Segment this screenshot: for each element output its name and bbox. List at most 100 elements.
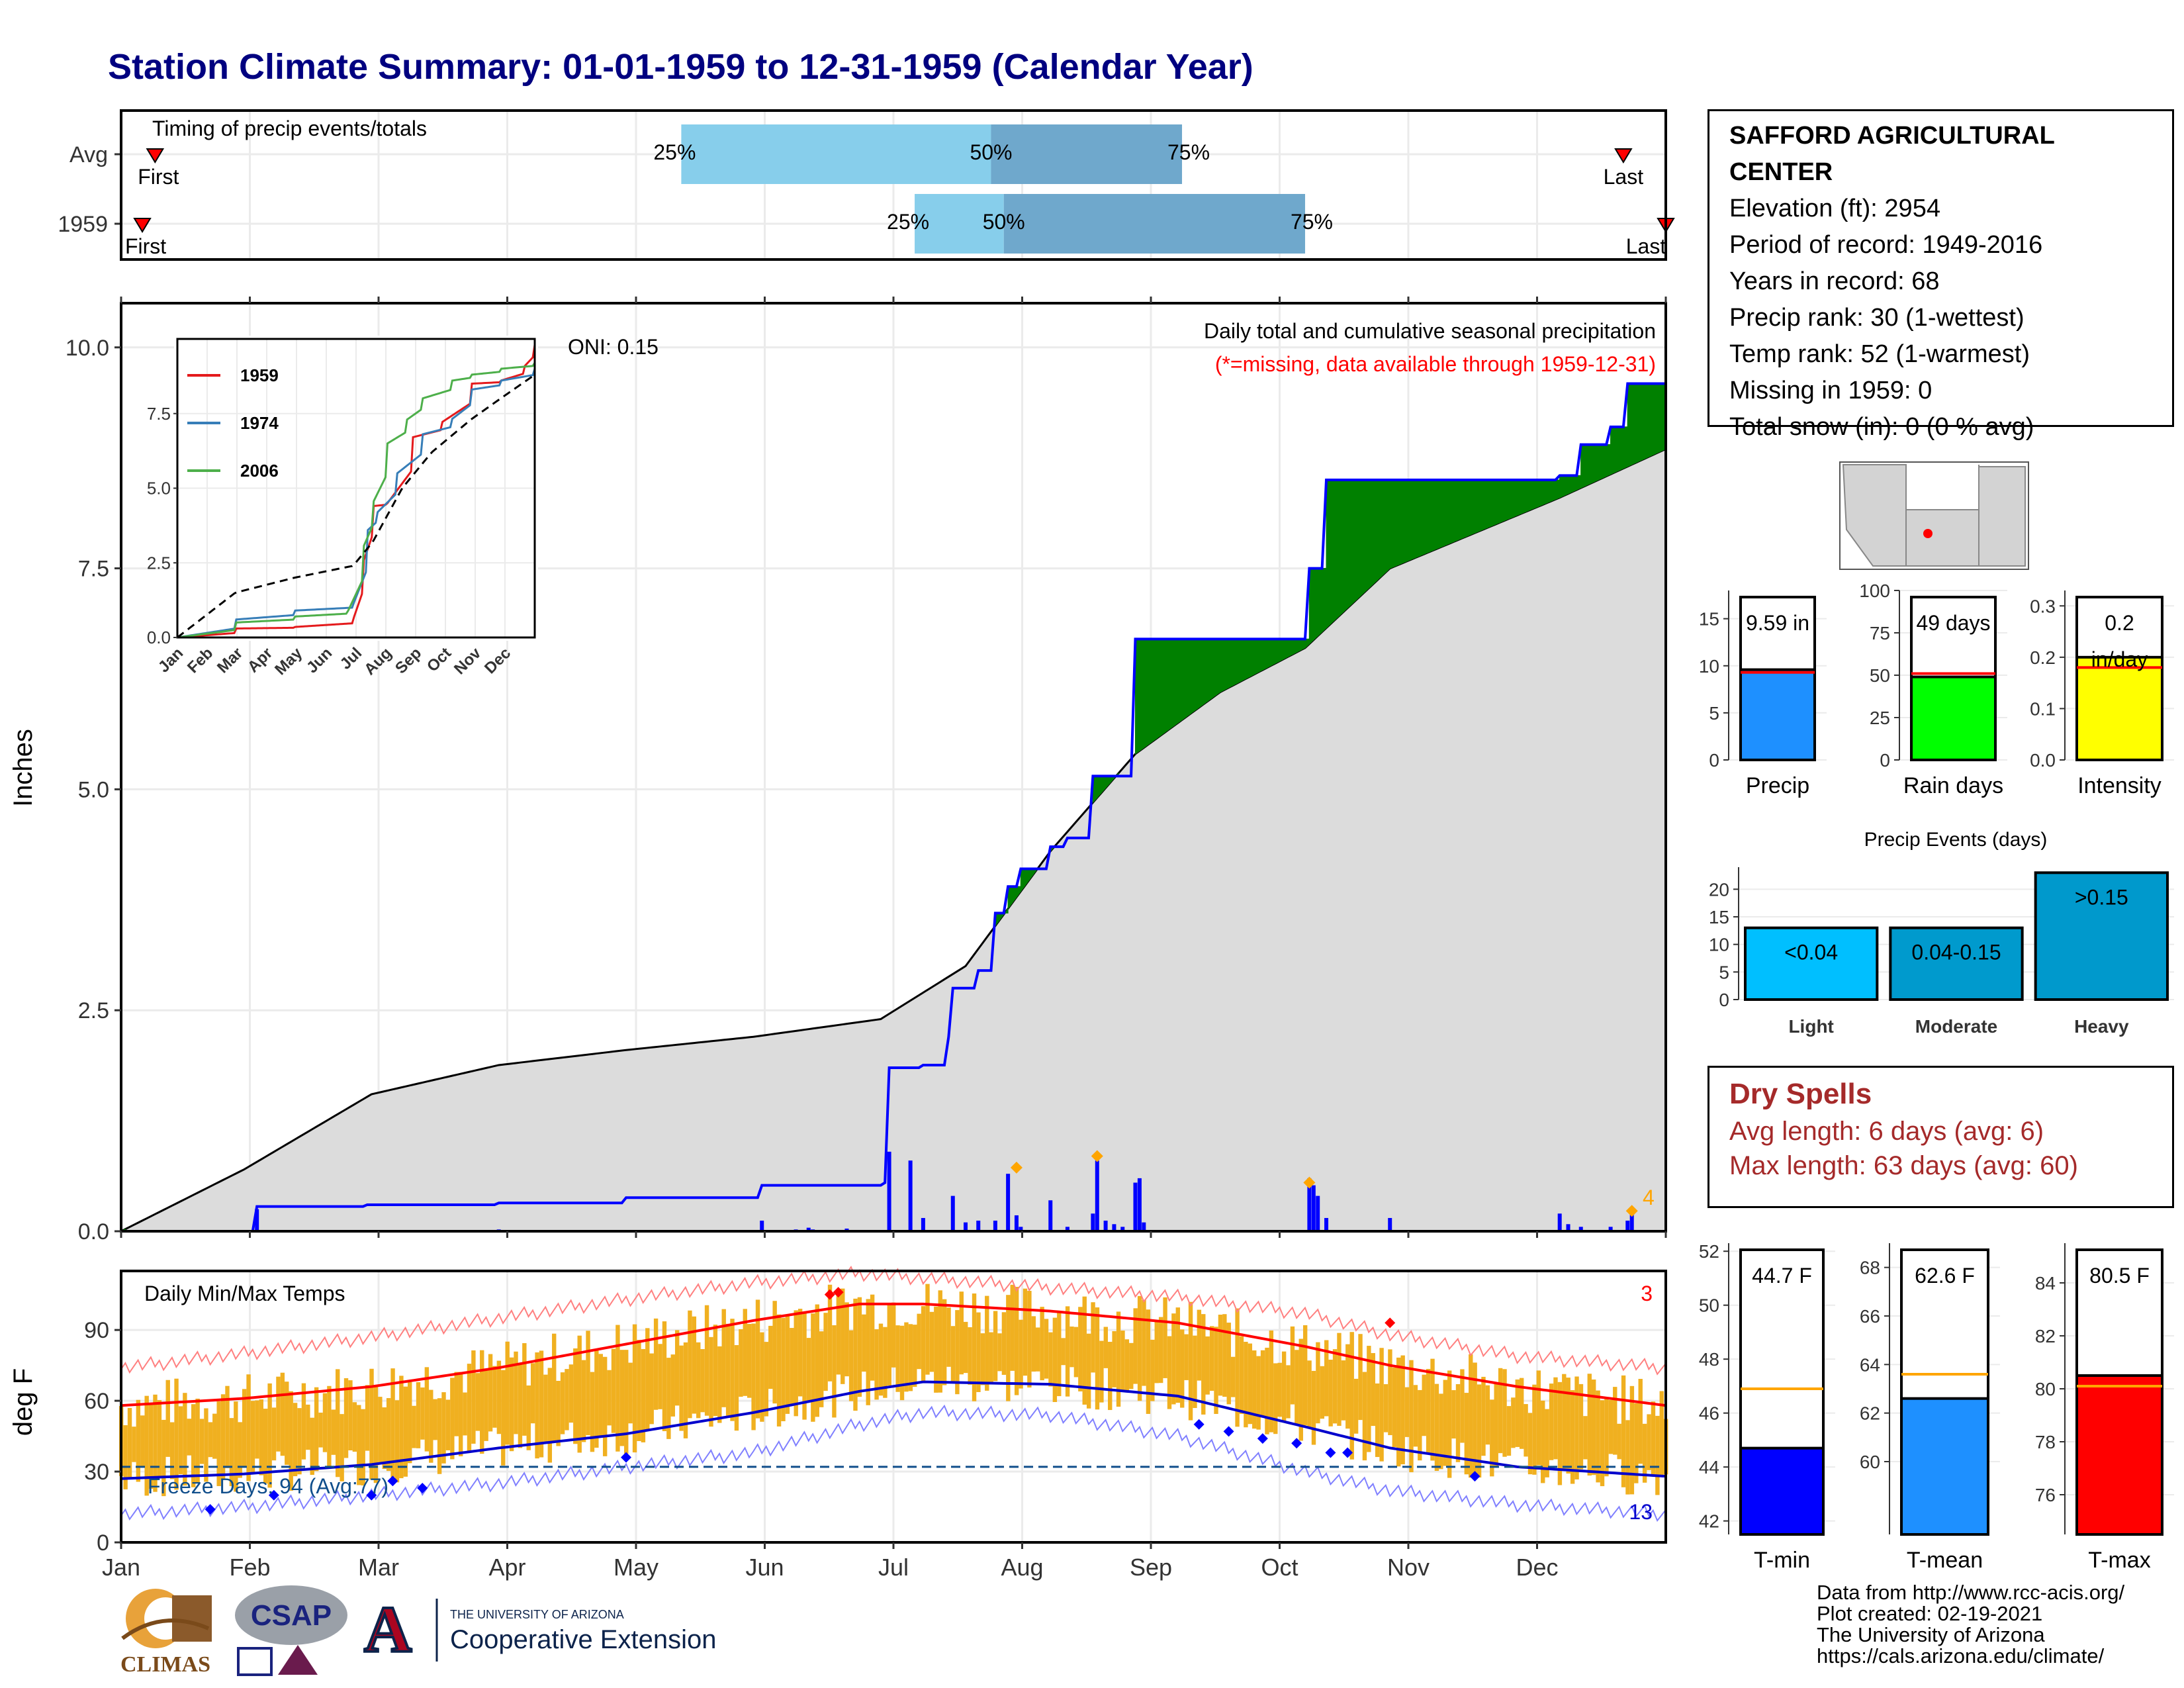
- daily-temp-bar: [1316, 1342, 1320, 1424]
- station-years: Years in record: 68: [1729, 267, 1940, 295]
- precip-surplus-segment: [1296, 638, 1302, 653]
- daily-temp-bar: [178, 1406, 183, 1475]
- inset-ytick-label: 7.5: [147, 404, 171, 424]
- daily-precip-bar: [1311, 1185, 1316, 1231]
- daily-temp-bar: [1265, 1347, 1269, 1434]
- svg-text:A: A: [364, 1593, 412, 1666]
- small-bar-category: T-mean: [1907, 1548, 1983, 1573]
- daily-temp-bar: [535, 1352, 539, 1459]
- daily-precip-bar: [993, 1220, 997, 1231]
- daily-temp-bar: [1651, 1401, 1656, 1476]
- small-bar-ytick-label: 10: [1699, 656, 1719, 677]
- small-bar-ytick-label: 0.2: [2030, 647, 2056, 668]
- daily-temp-bar: [263, 1409, 268, 1484]
- timing-bar-q50-q75: [1003, 194, 1305, 254]
- daily-temp-bar: [844, 1302, 849, 1377]
- daily-temp-bar: [242, 1389, 247, 1468]
- daily-temp-bar: [183, 1393, 187, 1486]
- daily-temp-bar: [1345, 1344, 1350, 1429]
- daily-temp-bar: [373, 1386, 379, 1483]
- daily-temp-bar: [598, 1354, 603, 1436]
- precip-surplus-segment: [1206, 638, 1212, 702]
- record-low-marker: [621, 1452, 632, 1463]
- precip-surplus-segment: [1287, 638, 1293, 657]
- precip-count-label: 4: [1643, 1186, 1655, 1209]
- daily-temp-bar: [471, 1350, 476, 1444]
- daily-temp-bar: [1307, 1360, 1312, 1429]
- daily-temp-bar: [416, 1382, 421, 1448]
- daily-temp-bar: [1052, 1317, 1058, 1403]
- timing-last-label: Last: [1626, 234, 1666, 258]
- daily-temp-bar: [556, 1380, 561, 1446]
- daily-temp-bar: [913, 1325, 917, 1387]
- daily-temp-bar: [743, 1309, 747, 1396]
- daily-temp-bar: [378, 1397, 383, 1464]
- daily-temp-bar: [1358, 1334, 1363, 1421]
- daily-temp-bar: [1434, 1383, 1439, 1472]
- daily-temp-bar: [1277, 1362, 1282, 1417]
- daily-temp-bar: [1001, 1312, 1007, 1375]
- station-period: Period of record: 1949-2016: [1729, 231, 2043, 259]
- daily-precip-bar: [1065, 1227, 1069, 1231]
- daily-temp-bar: [1566, 1378, 1570, 1474]
- precip-surplus-segment: [1275, 638, 1280, 664]
- daily-temp-bar: [573, 1348, 578, 1444]
- daily-temp-bar: [212, 1413, 217, 1459]
- precip-surplus-segment: [1347, 479, 1353, 609]
- precip-surplus-segment: [1377, 479, 1382, 581]
- daily-temp-bar: [1014, 1286, 1019, 1395]
- daily-temp-bar: [1222, 1314, 1227, 1397]
- record-low-marker: [1223, 1426, 1234, 1437]
- daily-temp-bar: [306, 1404, 310, 1450]
- daily-temp-bar: [802, 1313, 807, 1420]
- daily-temp-bar: [1188, 1301, 1193, 1421]
- daily-temp-bar: [1392, 1367, 1397, 1448]
- precip-surplus-segment: [1445, 479, 1450, 546]
- daily-temp-bar: [1112, 1331, 1116, 1387]
- small-bar-ytick-label: 78: [2035, 1432, 2056, 1452]
- precip-surplus-segment: [1559, 475, 1565, 498]
- record-low-marker: [1325, 1447, 1336, 1458]
- daily-temp-bar: [390, 1368, 395, 1477]
- record-low-marker: [366, 1489, 377, 1501]
- daily-temp-bar: [658, 1344, 662, 1409]
- small-bar-value: [1910, 675, 1997, 761]
- small-bar-ytick-label: 52: [1699, 1241, 1719, 1262]
- precip-surplus-segment: [1589, 444, 1594, 485]
- small-bar-label2: in/day: [2091, 647, 2148, 671]
- daily-temp-bar: [934, 1306, 938, 1393]
- daily-temp-bar: [586, 1331, 590, 1436]
- precip-surplus-segment: [1508, 479, 1514, 520]
- daily-temp-bar: [581, 1360, 586, 1442]
- daily-temp-bar: [1621, 1375, 1626, 1487]
- daily-temp-bar: [352, 1402, 357, 1452]
- inset-ytick-label: 0.0: [147, 628, 171, 647]
- daily-temp-bar: [1235, 1308, 1240, 1427]
- small-bar-value: [1900, 1397, 1989, 1536]
- daily-temp-bar: [123, 1425, 128, 1489]
- precip-surplus-segment: [1657, 383, 1662, 453]
- daily-temp-bar: [1367, 1346, 1371, 1452]
- precip-surplus-segment: [1551, 479, 1556, 502]
- daily-temp-bar: [666, 1358, 671, 1439]
- daily-temp-bar: [1201, 1314, 1206, 1415]
- daily-temp-bar: [1010, 1284, 1015, 1371]
- daily-temp-bar: [496, 1360, 502, 1434]
- daily-temp-bar: [1023, 1288, 1028, 1376]
- daily-temp-bar: [1320, 1366, 1325, 1419]
- daily-temp-bar: [899, 1325, 905, 1401]
- station-temp-rank: Temp rank: 52 (1-warmest): [1729, 340, 2030, 368]
- daily-temp-bar: [1137, 1295, 1142, 1401]
- small-bar-ytick-label: 64: [1860, 1354, 1880, 1375]
- daily-temp-bar: [972, 1293, 977, 1401]
- daily-precip-bar: [1307, 1178, 1312, 1231]
- daily-temp-bar: [1239, 1336, 1244, 1414]
- small-bar-value: [1739, 1446, 1825, 1536]
- precip-surplus-segment: [1618, 426, 1624, 471]
- events-bar-label: >0.15: [2075, 885, 2128, 909]
- daily-temp-bar: [1154, 1321, 1159, 1383]
- precip-surplus-segment: [1359, 479, 1365, 597]
- dry-spells-avg: Avg length: 6 days (avg: 6): [1729, 1117, 2044, 1146]
- daily-precip-bar: [976, 1220, 981, 1231]
- precip-surplus-segment: [1576, 475, 1582, 491]
